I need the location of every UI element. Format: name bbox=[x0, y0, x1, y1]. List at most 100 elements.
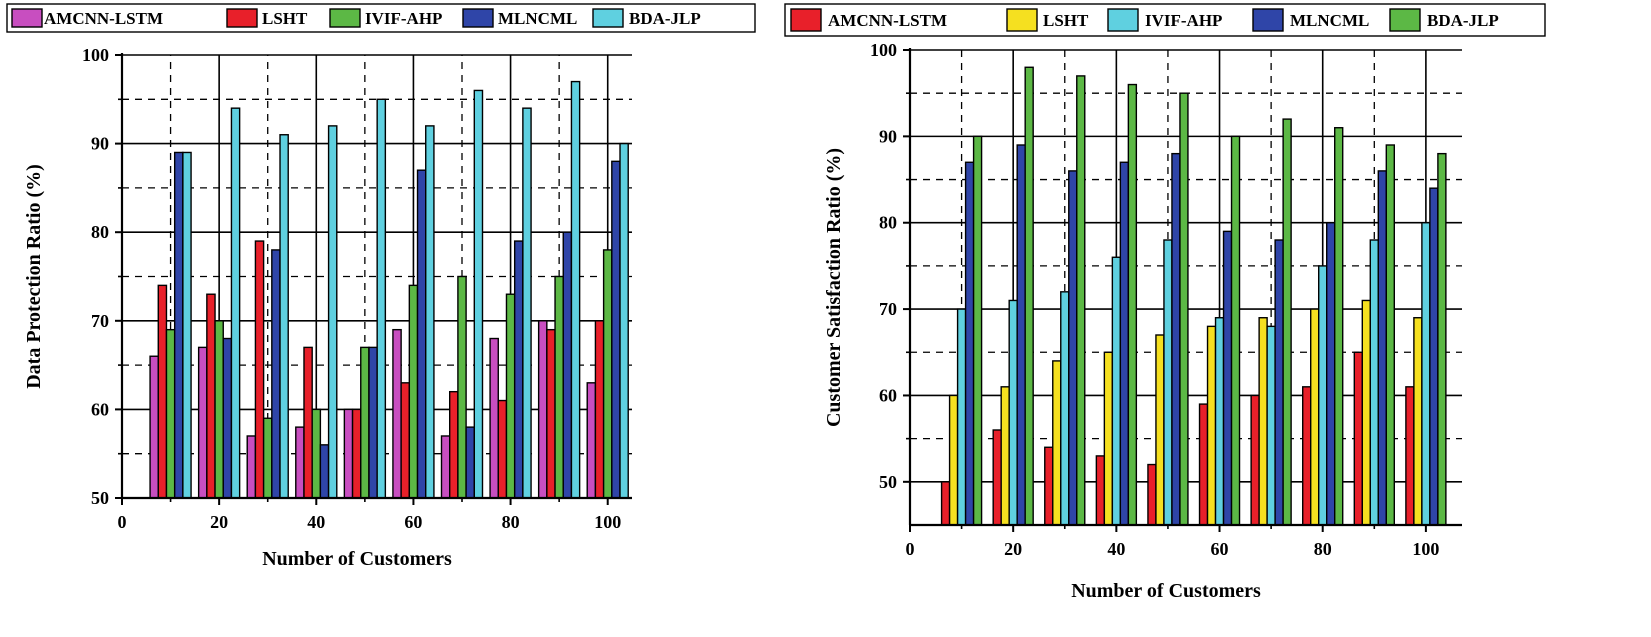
bar-bda-jlp-80 bbox=[1334, 127, 1344, 526]
bar-lsht-10 bbox=[157, 284, 168, 499]
bar-amcnn-lstm-10 bbox=[149, 355, 159, 499]
bar-ivif-ahp-30 bbox=[1060, 291, 1070, 526]
bar-mlncml-90 bbox=[562, 231, 573, 499]
bar-mlncml-100 bbox=[1429, 187, 1439, 526]
bar-mlncml-80 bbox=[513, 240, 524, 499]
bar-mlncml-60 bbox=[416, 169, 427, 499]
bar-mlncml-20 bbox=[1016, 144, 1026, 526]
bar-bda-jlp-100 bbox=[619, 142, 629, 499]
y-tick-label: 70 bbox=[879, 299, 897, 319]
x-tick-label: 80 bbox=[1314, 539, 1332, 559]
y-tick-label: 50 bbox=[91, 488, 109, 508]
bar-amcnn-lstm-90 bbox=[1353, 351, 1363, 526]
bar-mlncml-60 bbox=[1222, 230, 1233, 526]
data-protection-chart: 50 60 70 80 90 100 0 20 40 60 80 100 Number of Custo… bbox=[6, 3, 756, 570]
bar-ivif-ahp-60 bbox=[1214, 317, 1225, 526]
bar-mlncml-80 bbox=[1326, 222, 1336, 526]
bar-amcnn-lstm-100 bbox=[1405, 386, 1415, 526]
bar-mlncml-40 bbox=[319, 444, 330, 499]
bar-bda-jlp-10 bbox=[972, 135, 983, 526]
x-tick-label: 40 bbox=[307, 512, 325, 532]
x-tick-label: 60 bbox=[404, 512, 422, 532]
y-axis-label: Data Protection Ratio (%) bbox=[23, 164, 45, 389]
bar-mlncml-90 bbox=[1377, 170, 1387, 526]
x-tick-label: 20 bbox=[210, 512, 228, 532]
legend-label-amcnn-lstm: AMCNN-LSTM bbox=[828, 11, 947, 30]
bar-mlncml-10 bbox=[964, 161, 975, 526]
bar-amcnn-lstm-60 bbox=[392, 328, 402, 499]
legend-label-bda-jlp: BDA-JLP bbox=[629, 9, 701, 28]
bar-bda-jlp-60 bbox=[425, 125, 435, 499]
x-axis-label: Number of Customers bbox=[1071, 580, 1261, 602]
bar-bda-jlp-20 bbox=[1024, 66, 1034, 526]
bar-lsht-60 bbox=[400, 382, 411, 499]
bar-amcnn-lstm-30 bbox=[1044, 446, 1054, 526]
bar-mlncml-70 bbox=[465, 426, 476, 499]
legend-swatch-mlncml bbox=[1252, 8, 1284, 32]
bar-ivif-ahp-90 bbox=[554, 275, 564, 499]
legend-swatch-ivif-ahp bbox=[1107, 8, 1139, 32]
bar-mlncml-10 bbox=[173, 151, 184, 499]
y-tick-label: 80 bbox=[879, 213, 897, 233]
bar-ivif-ahp-20 bbox=[1008, 299, 1018, 526]
data-protection-legend: AMCNN-LSTM LSHT IVIF-AHP MLNCML BDA-JLP bbox=[6, 3, 756, 33]
legend-label-lsht: LSHT bbox=[1043, 11, 1089, 30]
bar-lsht-90 bbox=[546, 328, 556, 499]
bar-ivif-ahp-40 bbox=[1111, 256, 1122, 526]
bar-lsht-70 bbox=[449, 390, 459, 499]
bar-mlncml-70 bbox=[1274, 239, 1284, 526]
bar-ivif-ahp-80 bbox=[505, 293, 516, 499]
y-tick-label: 60 bbox=[91, 399, 109, 419]
legend-swatch-ivif-ahp bbox=[329, 8, 361, 28]
bar-amcnn-lstm-70 bbox=[440, 435, 451, 499]
bar-lsht-60 bbox=[1206, 325, 1217, 526]
bar-lsht-40 bbox=[303, 346, 313, 499]
bar-bda-jlp-90 bbox=[570, 80, 581, 499]
bar-amcnn-lstm-100 bbox=[586, 382, 597, 499]
bar-ivif-ahp-50 bbox=[1163, 239, 1173, 526]
legend-label-ivif-ahp: IVIF-AHP bbox=[365, 9, 442, 28]
x-tick-label: 40 bbox=[1107, 539, 1125, 559]
bar-lsht-10 bbox=[948, 394, 959, 526]
x-tick-label: 0 bbox=[906, 539, 915, 559]
bar-bda-jlp-80 bbox=[522, 107, 532, 499]
bar-amcnn-lstm-40 bbox=[295, 426, 305, 499]
legend-label-mlncml: MLNCML bbox=[1290, 11, 1369, 30]
y-tick-label: 100 bbox=[82, 45, 109, 65]
bar-ivif-ahp-100 bbox=[602, 249, 613, 499]
bar-mlncml-20 bbox=[222, 337, 233, 499]
legend-swatch-amcnn-lstm bbox=[790, 8, 822, 32]
bar-mlncml-50 bbox=[1171, 152, 1181, 526]
x-axis-label: Number of Customers bbox=[262, 548, 452, 570]
legend-frame bbox=[6, 3, 756, 33]
bar-ivif-ahp-60 bbox=[408, 284, 419, 499]
bar-ivif-ahp-40 bbox=[311, 408, 322, 499]
x-tick-label: 80 bbox=[502, 512, 520, 532]
bar-amcnn-lstm-50 bbox=[343, 408, 354, 499]
legend-swatch-lsht bbox=[226, 8, 258, 28]
bar-lsht-40 bbox=[1103, 351, 1114, 526]
bar-mlncml-30 bbox=[1068, 170, 1078, 526]
legend-label-amcnn-lstm: AMCNN-LSTM bbox=[44, 9, 163, 28]
bar-ivif-ahp-50 bbox=[360, 346, 370, 499]
legend-label-mlncml: MLNCML bbox=[498, 9, 577, 28]
bar-bda-jlp-50 bbox=[376, 98, 387, 499]
bar-lsht-100 bbox=[1413, 317, 1423, 526]
bar-lsht-30 bbox=[254, 240, 265, 499]
legend-label-lsht: LSHT bbox=[262, 9, 308, 28]
bar-lsht-80 bbox=[1310, 308, 1320, 526]
bar-bda-jlp-70 bbox=[1282, 118, 1292, 526]
y-tick-label: 50 bbox=[879, 472, 897, 492]
bar-bda-jlp-30 bbox=[1076, 75, 1086, 526]
y-tick-label: 70 bbox=[91, 311, 109, 331]
bar-bda-jlp-70 bbox=[473, 89, 484, 499]
x-tick-label: 60 bbox=[1211, 539, 1229, 559]
bar-amcnn-lstm-80 bbox=[1302, 386, 1312, 526]
bar-lsht-30 bbox=[1052, 360, 1062, 526]
bar-amcnn-lstm-60 bbox=[1198, 403, 1209, 526]
customer-satisfaction-chart: 50 60 70 80 90 100 0 20 40 60 80 100 Number of Custo… bbox=[784, 3, 1546, 602]
legend-swatch-lsht bbox=[1006, 8, 1038, 32]
bar-lsht-50 bbox=[1155, 334, 1165, 526]
legend-swatch-mlncml bbox=[462, 8, 494, 28]
